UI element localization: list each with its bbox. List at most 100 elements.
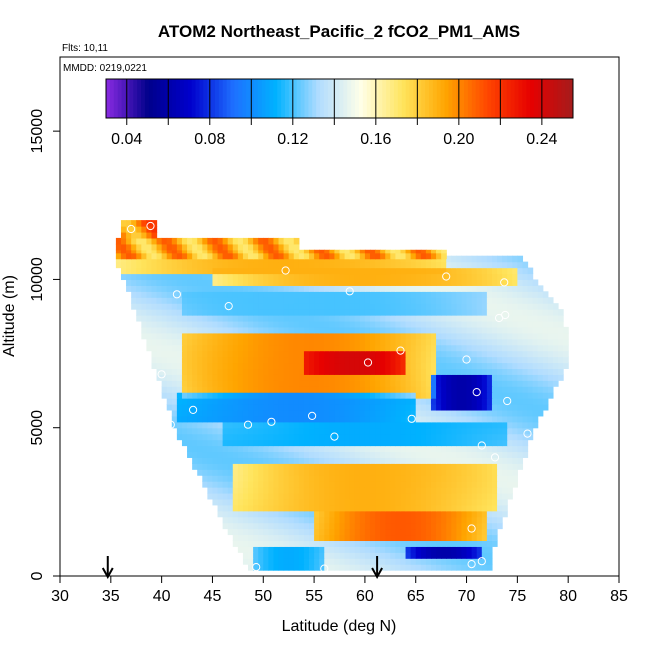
heatmap-cell — [253, 374, 259, 381]
heatmap-cell — [380, 451, 386, 458]
heatmap-cell — [339, 398, 346, 405]
heatmap-cell — [527, 309, 534, 316]
heatmap-cell — [217, 403, 224, 411]
heatmap-cell — [446, 356, 452, 364]
heatmap-cell — [395, 267, 402, 275]
heatmap-cell — [476, 504, 483, 512]
heatmap-cell — [441, 421, 447, 429]
heatmap-cell — [227, 273, 234, 281]
heatmap-cell — [451, 439, 457, 447]
heatmap-cell — [364, 564, 371, 571]
heatmap-cell — [344, 463, 351, 470]
heatmap-cell — [263, 285, 269, 292]
heatmap-cell — [303, 297, 310, 304]
heatmap-cell — [420, 469, 427, 476]
heatmap-cell — [293, 498, 300, 506]
heatmap-cell — [303, 368, 310, 375]
x-tick-label: 75 — [508, 588, 526, 605]
heatmap-cell — [131, 252, 137, 260]
heatmap-cell — [237, 320, 244, 328]
heatmap-cell — [278, 332, 285, 340]
heatmap-cell — [207, 252, 214, 260]
heatmap-cell — [319, 487, 325, 494]
heatmap-cell — [430, 279, 437, 286]
heatmap-cell — [298, 504, 305, 512]
heatmap-cell — [237, 475, 244, 482]
heatmap-cell — [491, 415, 498, 423]
heatmap-cell — [288, 534, 295, 542]
heatmap-cell — [161, 309, 168, 316]
heatmap-cell — [314, 522, 320, 530]
heatmap-cell — [298, 564, 305, 571]
heatmap-cell — [146, 303, 153, 310]
heatmap-cell — [491, 380, 498, 387]
heatmap-cell — [197, 249, 203, 254]
heatmap-cell — [537, 403, 544, 411]
heatmap-cell — [344, 338, 351, 346]
heatmap-cell — [202, 237, 208, 245]
heatmap-cell — [380, 273, 386, 281]
heatmap-cell — [461, 285, 468, 292]
heatmap-cell — [461, 273, 468, 281]
heatmap-cell — [451, 320, 457, 328]
heatmap-cell — [161, 279, 168, 286]
heatmap-cell — [451, 427, 457, 435]
heatmap-cell — [314, 309, 320, 316]
heatmap-cell — [314, 415, 320, 423]
heatmap-cell — [263, 362, 269, 369]
heatmap-cell — [441, 249, 447, 254]
heatmap-cell — [171, 279, 178, 286]
heatmap-cell — [369, 492, 376, 500]
heatmap-cell — [491, 528, 498, 536]
heatmap-cell — [441, 498, 447, 506]
x-tick-label: 65 — [407, 588, 425, 605]
heatmap-cell — [456, 255, 463, 263]
heatmap-cell — [456, 297, 463, 304]
heatmap-cell — [339, 368, 346, 375]
heatmap-cell — [364, 326, 371, 334]
heatmap-cell — [441, 261, 447, 269]
heatmap-cell — [242, 386, 249, 393]
heatmap-cell — [263, 350, 269, 358]
heatmap-cell — [329, 362, 336, 369]
heatmap-cell — [324, 380, 330, 387]
heatmap-cell — [303, 380, 310, 387]
heatmap-cell — [532, 309, 539, 316]
heatmap-cell — [278, 297, 285, 304]
heatmap-cell — [497, 279, 503, 286]
heatmap-cell — [329, 439, 336, 447]
heatmap-cell — [512, 380, 518, 387]
heatmap-cell — [532, 392, 539, 399]
heatmap-cell — [425, 291, 432, 298]
heatmap-cell — [288, 249, 295, 254]
heatmap-cell — [344, 522, 351, 530]
heatmap-cell — [283, 326, 290, 334]
heatmap-cell — [222, 326, 229, 334]
heatmap-cell — [334, 368, 341, 375]
heatmap-cell — [242, 528, 249, 536]
heatmap-cell — [390, 492, 396, 500]
heatmap-cell — [359, 297, 366, 304]
colorbar-swatch — [382, 79, 387, 118]
heatmap-cell — [227, 409, 234, 417]
heatmap-cell — [329, 392, 336, 399]
heatmap-cell — [314, 338, 320, 346]
heatmap-cell — [344, 481, 351, 488]
heatmap-cell — [430, 356, 437, 364]
heatmap-cell — [369, 356, 376, 364]
heatmap-cell — [217, 469, 224, 476]
heatmap-cell — [512, 255, 518, 263]
heatmap-cell — [375, 498, 381, 506]
heatmap-cell — [253, 558, 259, 565]
heatmap-cell — [542, 362, 549, 369]
heatmap-cell — [349, 273, 356, 281]
heatmap-cell — [187, 421, 193, 429]
heatmap-cell — [222, 237, 229, 245]
heatmap-cell — [273, 344, 280, 352]
heatmap-cell — [364, 285, 371, 292]
heatmap-cell — [303, 415, 310, 423]
heatmap-cell — [512, 261, 518, 269]
heatmap-cell — [375, 451, 381, 458]
heatmap-cell — [527, 332, 534, 340]
heatmap-cell — [227, 297, 234, 304]
